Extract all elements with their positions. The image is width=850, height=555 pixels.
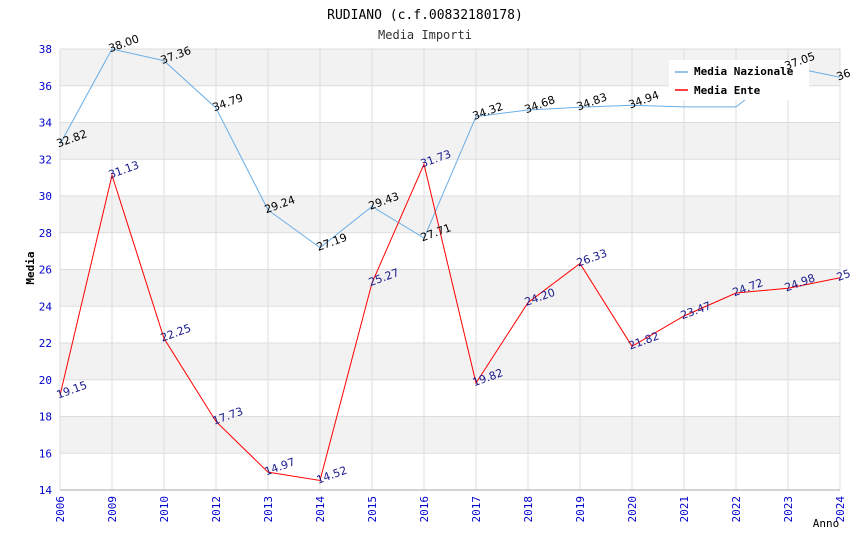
x-tick-label: 2022 — [730, 496, 743, 523]
legend-label-ente: Media Ente — [694, 84, 761, 97]
x-tick-label: 2012 — [210, 496, 223, 523]
grid-band — [60, 196, 840, 233]
y-tick-label: 22 — [39, 337, 52, 350]
grid-band — [60, 306, 840, 343]
y-tick-label: 20 — [39, 374, 52, 387]
x-tick-label: 2023 — [782, 496, 795, 523]
legend: Media Nazionale Media Ente — [669, 60, 809, 100]
y-tick-label: 28 — [39, 227, 52, 240]
series-lines — [59, 48, 841, 482]
x-tick-label: 2024 — [834, 496, 847, 523]
legend-box — [669, 60, 809, 100]
y-tick-label: 26 — [39, 264, 52, 277]
grid-band — [60, 122, 840, 160]
x-tick-label: 2015 — [366, 496, 379, 523]
grid-bands — [60, 49, 840, 490]
x-tick-label: 2020 — [626, 496, 639, 523]
x-tick-label: 2006 — [54, 496, 67, 523]
x-tick-label: 2021 — [678, 496, 691, 523]
y-tick-label: 36 — [39, 80, 52, 93]
series-line-nazionale — [59, 48, 841, 249]
x-tick-label: 2018 — [522, 496, 535, 523]
y-tick-label: 38 — [39, 43, 52, 56]
grid-lines — [59, 48, 841, 491]
grid-band — [60, 343, 840, 380]
series-line-ente — [59, 162, 841, 482]
y-tick-label: 18 — [39, 411, 52, 424]
x-tick-label: 2017 — [470, 496, 483, 523]
x-axis-label: Anno — [813, 517, 840, 530]
grid-band — [60, 379, 840, 417]
grid-band — [60, 416, 840, 454]
y-tick-label: 24 — [39, 300, 53, 313]
grid-band — [60, 232, 840, 270]
y-tick-label: 14 — [39, 484, 53, 497]
x-axis-ticks: 2006 2009 2010 2012 2013 2014 2015 2016 2017 2018… — [54, 496, 847, 523]
x-tick-label: 2013 — [262, 496, 275, 523]
y-tick-label: 16 — [39, 447, 52, 460]
x-tick-label: 2019 — [574, 496, 587, 523]
y-tick-label: 32 — [39, 153, 52, 166]
x-tick-label: 2009 — [106, 496, 119, 523]
x-tick-label: 2016 — [418, 496, 431, 523]
chart-title: RUDIANO (c.f.00832180178) — [327, 8, 523, 23]
y-tick-label: 30 — [39, 190, 52, 203]
x-tick-label: 2014 — [314, 496, 327, 523]
grid-band — [60, 453, 840, 490]
y-axis-label: Media — [24, 251, 37, 284]
chart-subtitle: Media Importi — [378, 28, 472, 42]
y-tick-label: 34 — [39, 117, 53, 130]
legend-label-nazionale: Media Nazionale — [694, 65, 794, 78]
x-tick-label: 2010 — [158, 496, 171, 523]
y-axis-ticks: 14 16 18 20 22 24 26 28 30 32 34 36 38 — [39, 43, 53, 497]
